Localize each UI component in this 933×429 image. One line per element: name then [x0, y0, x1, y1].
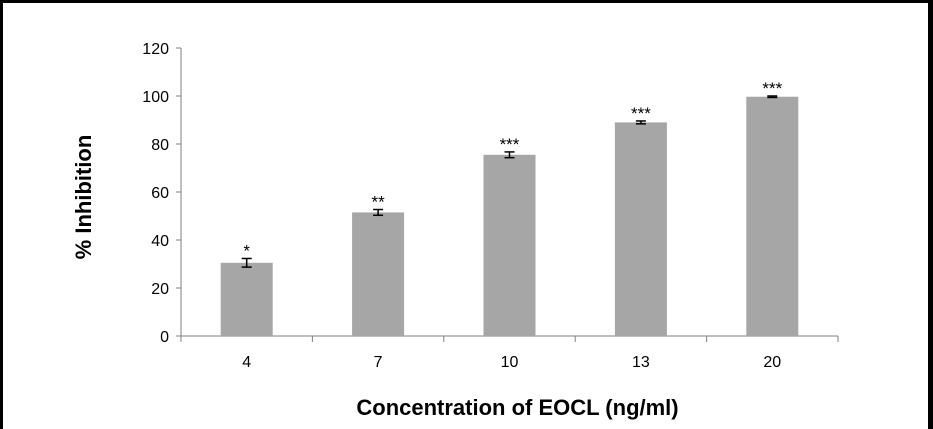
- y-tick-label: 40: [151, 233, 169, 250]
- y-axis-title: % Inhibition: [71, 135, 96, 260]
- significance-label: **: [371, 193, 385, 212]
- y-tick-label: 0: [160, 329, 169, 346]
- bar-7: [352, 212, 405, 336]
- error-bar: [241, 257, 252, 268]
- x-tick-label: 20: [763, 354, 781, 371]
- bar-13: [614, 122, 667, 337]
- error-bar: [504, 151, 515, 159]
- y-ticks: 0 20 40 60 80 100 120: [142, 41, 181, 346]
- x-tick-label: 13: [632, 354, 650, 371]
- x-ticks: 4 7 10 13 20: [180, 336, 839, 371]
- y-tick-label: 60: [151, 185, 169, 202]
- significance-label: *: [243, 241, 250, 260]
- bars: [220, 96, 799, 337]
- bar-4: [220, 262, 273, 336]
- significance-label: ***: [762, 79, 782, 98]
- x-axis-title: Concentration of EOCL (ng/ml): [356, 395, 678, 420]
- error-bar: [635, 120, 646, 125]
- y-tick-label: 100: [142, 89, 169, 106]
- x-tick-label: 7: [374, 354, 383, 371]
- bar-10: [483, 154, 536, 336]
- y-tick-label: 120: [142, 41, 169, 58]
- significance-labels: ************: [243, 79, 782, 260]
- bar-20: [746, 96, 799, 336]
- significance-label: ***: [500, 135, 520, 154]
- error-bars: [241, 95, 778, 268]
- error-bar: [767, 95, 778, 99]
- x-tick-label: 4: [242, 354, 251, 371]
- y-tick-label: 20: [151, 281, 169, 298]
- significance-label: ***: [631, 104, 651, 123]
- error-bar: [373, 208, 384, 217]
- x-tick-label: 10: [501, 354, 519, 371]
- y-tick-label: 80: [151, 137, 169, 154]
